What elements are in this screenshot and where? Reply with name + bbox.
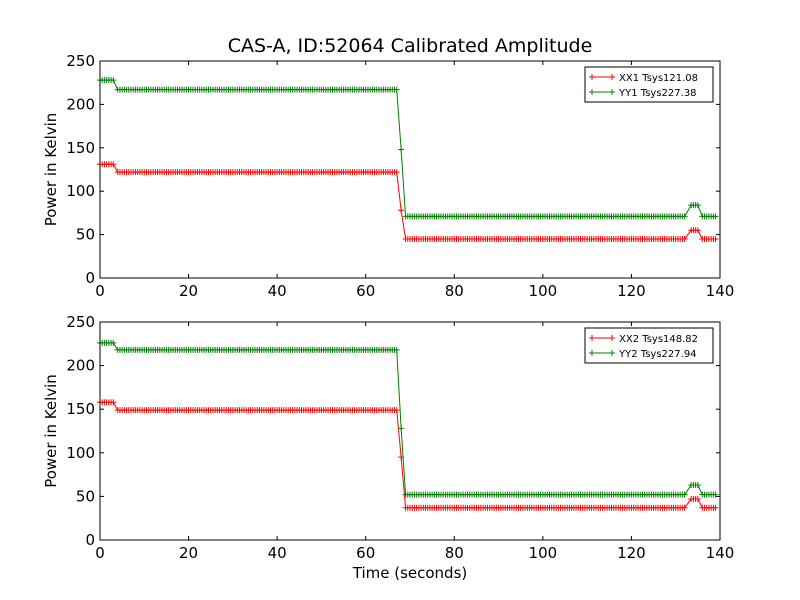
legend-marker bbox=[589, 335, 615, 341]
x-tick-label: 20 bbox=[179, 544, 198, 562]
y-tick-label: 150 bbox=[66, 139, 95, 157]
legend-label: XX1 Tsys121.08 bbox=[619, 73, 698, 84]
x-tick-label: 40 bbox=[268, 544, 287, 562]
y-tick-label: 100 bbox=[66, 444, 95, 462]
axes-frame bbox=[99, 321, 721, 541]
legend-label: XX2 Tsys148.82 bbox=[619, 334, 698, 345]
legend-label: YY2 Tsys227.94 bbox=[618, 349, 697, 360]
y-axis-label: Power in Kelvin bbox=[42, 113, 60, 227]
x-tick-label: 40 bbox=[268, 282, 287, 300]
x-axis-label: Time (seconds) bbox=[352, 564, 468, 582]
legend: XX1 Tsys121.08 YY1 Tsys227.38 bbox=[584, 66, 714, 103]
x-tick-label: 140 bbox=[706, 282, 735, 300]
y-tick-label: 150 bbox=[66, 400, 95, 418]
y-tick-label: 0 bbox=[85, 269, 95, 287]
plot-top: Power in Kelvin 0 20 40 60 80 100 120 140 0 50 100 1… bbox=[42, 52, 734, 300]
x-tick-label: 60 bbox=[356, 544, 375, 562]
x-tick-label: 0 bbox=[95, 282, 105, 300]
legend-marker bbox=[589, 74, 615, 80]
axes-frame bbox=[99, 60, 721, 279]
y-tick-label: 0 bbox=[85, 531, 95, 549]
x-tick-label: 140 bbox=[706, 544, 735, 562]
x-tick-label: 80 bbox=[445, 544, 464, 562]
chart-title: CAS-A, ID:52064 Calibrated Amplitude bbox=[228, 35, 593, 57]
y-tick-label: 100 bbox=[66, 182, 95, 200]
y-tick-label: 50 bbox=[76, 487, 95, 505]
legend: XX2 Tsys148.82 YY2 Tsys227.94 bbox=[584, 327, 714, 364]
legend-box bbox=[584, 327, 714, 364]
x-tick-label: 100 bbox=[529, 282, 558, 300]
legend-box bbox=[584, 66, 714, 103]
x-tick-label: 0 bbox=[95, 544, 105, 562]
y-axis-label: Power in Kelvin bbox=[42, 374, 60, 488]
y-tick-label: 200 bbox=[66, 357, 95, 375]
y-tick-label: 50 bbox=[76, 226, 95, 244]
y-tick-label: 250 bbox=[66, 313, 95, 331]
x-tick-label: 120 bbox=[617, 544, 646, 562]
x-tick-label: 60 bbox=[356, 282, 375, 300]
y-tick-label: 250 bbox=[66, 52, 95, 70]
legend-marker bbox=[589, 350, 615, 356]
legend-marker bbox=[589, 89, 615, 95]
plot-bottom: Power in Kelvin 0 20 40 60 80 100 120 140 0 50 100 1… bbox=[42, 313, 734, 562]
y-tick-label: 200 bbox=[66, 95, 95, 113]
x-tick-label: 20 bbox=[179, 282, 198, 300]
series-line-2 bbox=[100, 342, 716, 496]
series-line-1 bbox=[100, 163, 716, 240]
x-tick-label: 100 bbox=[529, 544, 558, 562]
x-tick-label: 120 bbox=[617, 282, 646, 300]
series-markers-1 bbox=[97, 161, 719, 242]
series-markers-2 bbox=[97, 339, 719, 498]
legend-label: YY1 Tsys227.38 bbox=[618, 88, 697, 99]
x-tick-label: 80 bbox=[445, 282, 464, 300]
